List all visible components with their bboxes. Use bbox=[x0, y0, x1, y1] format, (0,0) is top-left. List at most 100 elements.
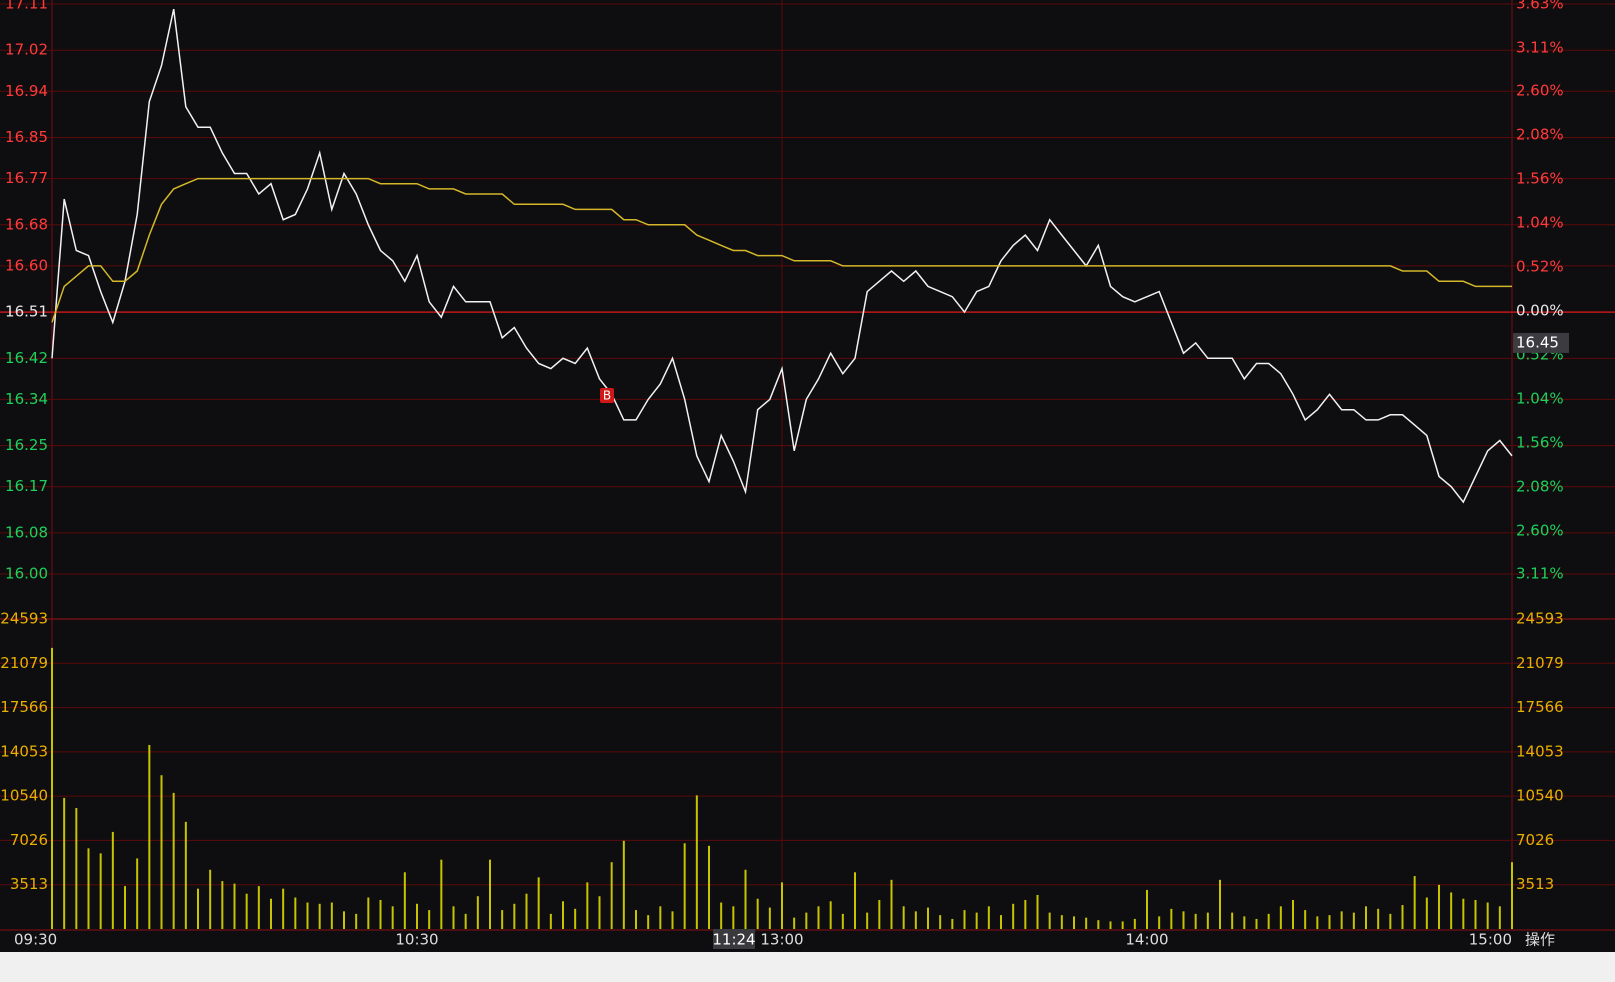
volume-bar bbox=[1365, 906, 1367, 929]
volume-bar bbox=[1279, 906, 1282, 929]
volume-bar bbox=[683, 843, 686, 929]
volume-bar bbox=[1243, 916, 1246, 929]
y-tick-label: 16.00 bbox=[5, 565, 48, 583]
volume-bar bbox=[854, 872, 856, 929]
trade-marker-box bbox=[600, 388, 614, 403]
volume-bar bbox=[330, 902, 333, 929]
y2-tick-label: 14053 bbox=[1516, 742, 1564, 760]
volume-bar bbox=[221, 881, 224, 929]
volume-bar bbox=[1255, 918, 1258, 929]
volume-bar bbox=[416, 903, 418, 929]
volume-bar bbox=[1048, 912, 1051, 929]
y2-tick-label: 2.60% bbox=[1516, 82, 1564, 100]
y2-tick-label: 1.56% bbox=[1516, 170, 1564, 188]
volume-bar bbox=[233, 883, 236, 929]
volume-bar bbox=[294, 897, 297, 929]
volume-bar bbox=[403, 872, 406, 929]
volume-bar bbox=[1389, 913, 1392, 929]
y2-tick-label: 1.04% bbox=[1516, 214, 1564, 232]
y2-tick-label: 7026 bbox=[1516, 831, 1554, 849]
volume-bar bbox=[1073, 916, 1075, 929]
volume-bar bbox=[1328, 915, 1331, 929]
volume-bar bbox=[391, 906, 394, 929]
y2-tick-label: 17566 bbox=[1516, 698, 1564, 716]
volume-bar bbox=[525, 893, 528, 929]
volume-bar bbox=[257, 886, 260, 929]
volume-bar bbox=[695, 795, 698, 929]
volume-bar bbox=[610, 862, 613, 929]
y2-tick-label: 3.11% bbox=[1516, 38, 1564, 56]
volume-bar bbox=[124, 886, 126, 929]
volume-bar bbox=[537, 877, 540, 929]
volume-bar bbox=[1000, 915, 1002, 929]
cursor-time: 11:24 bbox=[712, 931, 755, 949]
y-tick-label: 16.68 bbox=[5, 215, 48, 233]
volume-bar bbox=[1438, 884, 1440, 929]
volume-bar bbox=[379, 900, 382, 929]
volume-bar bbox=[209, 869, 212, 929]
volume-bar bbox=[197, 888, 199, 929]
volume-bar bbox=[622, 840, 625, 929]
y-tick-label: 16.08 bbox=[5, 523, 48, 541]
volume-bar bbox=[99, 853, 102, 929]
price-line bbox=[51, 8, 1513, 504]
volume-bar bbox=[1425, 897, 1428, 929]
volume-bar bbox=[428, 910, 431, 929]
volume-bar bbox=[732, 906, 735, 929]
volume-bar bbox=[367, 897, 370, 929]
volume-bar bbox=[1109, 921, 1112, 929]
y2-tick-label: 3.63% bbox=[1516, 0, 1564, 13]
y2-tick-label: 2.08% bbox=[1516, 126, 1564, 144]
y-tick-label: 16.25 bbox=[5, 436, 48, 454]
volume-bar bbox=[1292, 900, 1294, 929]
volume-bar bbox=[720, 902, 723, 929]
volume-bar bbox=[1352, 912, 1355, 929]
volume-bar bbox=[987, 906, 990, 929]
volume-bar bbox=[951, 918, 954, 929]
volume-bar bbox=[805, 912, 808, 929]
volume-bar bbox=[1450, 892, 1453, 929]
volume-bar bbox=[1316, 916, 1319, 929]
volume-bar bbox=[1498, 906, 1501, 929]
volume-bar bbox=[647, 915, 650, 929]
volume-bar bbox=[1121, 921, 1124, 929]
volume-bar bbox=[184, 821, 187, 929]
volume-bar bbox=[1474, 900, 1477, 929]
volume-bar bbox=[562, 901, 564, 929]
cursor-time-box bbox=[713, 929, 755, 949]
volume-bar bbox=[51, 647, 53, 929]
y-tick-label: 16.17 bbox=[5, 477, 48, 495]
volume-bar bbox=[1413, 876, 1416, 929]
volume-bar bbox=[1231, 912, 1234, 929]
volume-bar bbox=[343, 911, 345, 929]
menu-button[interactable]: 操作 bbox=[1525, 931, 1555, 949]
y2-tick-label: 10540 bbox=[1516, 787, 1564, 805]
y2-tick-label: 2.60% bbox=[1516, 521, 1564, 539]
y2-tick-label: 3513 bbox=[1516, 875, 1554, 893]
volume-bar bbox=[781, 882, 783, 929]
volume-bar bbox=[659, 906, 662, 929]
volume-bar bbox=[148, 744, 151, 929]
volume-bar bbox=[635, 910, 637, 929]
y-tick-label: 14053 bbox=[0, 742, 48, 760]
volume-bar bbox=[501, 910, 504, 929]
volume-bar bbox=[841, 913, 844, 929]
y2-tick-label: 3.11% bbox=[1516, 565, 1564, 583]
volume-bar bbox=[1146, 889, 1148, 929]
volume-bar bbox=[476, 896, 479, 929]
y-tick-label: 16.34 bbox=[5, 390, 48, 408]
y2-tick-label: 2.08% bbox=[1516, 477, 1564, 495]
volume-bar bbox=[549, 913, 552, 929]
volume-bar bbox=[440, 859, 443, 929]
volume-bar bbox=[172, 792, 175, 929]
y2-tick-label: 21079 bbox=[1516, 654, 1564, 672]
volume-bar bbox=[1219, 879, 1221, 929]
y-tick-label: 7026 bbox=[10, 831, 48, 849]
volume-bar bbox=[890, 879, 893, 929]
volume-bar bbox=[318, 903, 321, 929]
x-tick-label: 10:30 bbox=[395, 931, 438, 949]
volume-bar bbox=[1036, 894, 1039, 929]
volume-bar bbox=[1267, 913, 1270, 929]
volume-bar bbox=[282, 888, 285, 929]
y-tick-label: 16.94 bbox=[5, 82, 48, 100]
